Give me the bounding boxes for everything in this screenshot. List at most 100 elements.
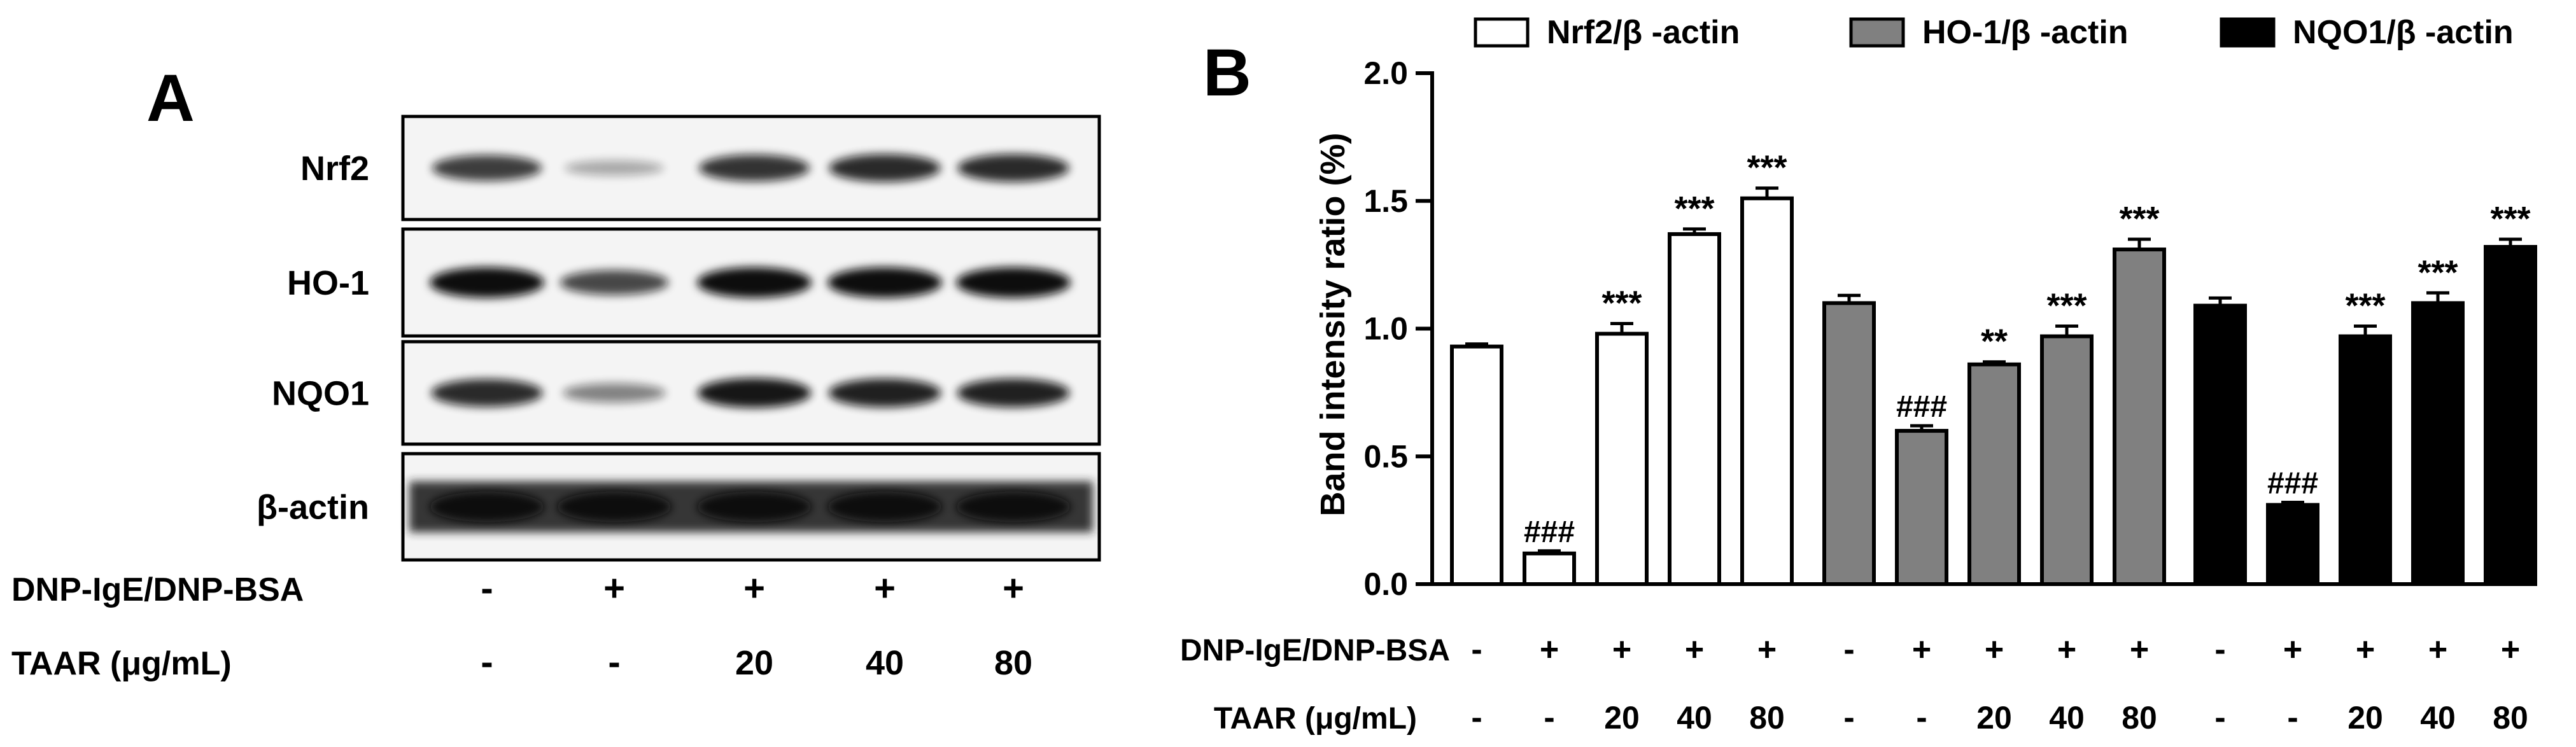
treatment-cell: - (1843, 699, 1854, 736)
significance-mark: ### (1896, 390, 1947, 424)
treatment-cell: + (1540, 631, 1559, 668)
blot-label: NQO1 (272, 375, 369, 413)
treatment-cell: - (2214, 631, 2225, 668)
significance-mark: *** (1747, 149, 1787, 187)
legend-swatch (2220, 17, 2276, 48)
significance-mark: ** (1981, 323, 2008, 361)
legend-item-ho-1-actin: HO-1/β -actin (1849, 14, 2129, 51)
treatment-cell: + (603, 568, 625, 609)
treatment-cell: - (1916, 699, 1927, 736)
significance-mark: ### (1524, 515, 1575, 549)
y-axis-label: Band intensity ratio (%) (1314, 132, 1352, 516)
significance-mark: *** (2046, 286, 2087, 325)
blot-band (827, 491, 942, 522)
significance-mark: *** (2119, 200, 2159, 238)
treatment-cell: + (1757, 631, 1777, 668)
treatment-cell: + (1985, 631, 2004, 668)
significance-mark: *** (2345, 286, 2385, 325)
treatment-row-label: TAAR (μg/mL) (1214, 702, 1417, 736)
treatment-cell: 80 (2122, 700, 2157, 736)
treatment-cell: - (2287, 699, 2298, 736)
blot-band (697, 378, 812, 408)
blot-band (565, 160, 664, 176)
treatment-cell: + (2501, 631, 2520, 668)
blot-label: Nrf2 (300, 150, 369, 188)
y-tick-label: 0.0 (1363, 566, 1408, 602)
bar (2266, 503, 2319, 586)
significance-mark: *** (2490, 200, 2530, 238)
treatment-cell: - (1471, 631, 1482, 668)
y-tick-label: 2.0 (1363, 55, 1408, 91)
y-tick-label: 0.5 (1363, 438, 1408, 474)
legend-item-nqo1-actin: NQO1/β -actin (2220, 14, 2514, 51)
bar (1895, 429, 1948, 586)
legend-item-nrf2-actin: Nrf2/β -actin (1474, 14, 1740, 51)
treatment-cell: - (481, 568, 493, 609)
blot-nqo1: NQO1 (272, 340, 1101, 446)
bar (2484, 245, 2537, 586)
bar (1967, 362, 2021, 587)
legend-swatch (1474, 17, 1530, 48)
bar (1523, 551, 1576, 587)
treatment-cell: - (481, 641, 493, 683)
blot-band (827, 267, 942, 298)
panel-a-label: A (146, 61, 195, 136)
treatment-cell: + (874, 568, 896, 609)
blot-band (829, 154, 941, 182)
blot-band (430, 267, 544, 298)
treatment-cell: - (1544, 699, 1554, 736)
bar (2113, 248, 2166, 587)
treatment-cell: 20 (1976, 700, 2012, 736)
treatment-cell: 80 (2493, 700, 2528, 736)
series-nqo1-actin: ### *** *** *** (2193, 200, 2537, 586)
significance-mark: *** (1601, 284, 1642, 322)
legend-label: HO-1/β -actin (1922, 14, 2129, 51)
series-ho-1-actin: ###******** (1822, 200, 2166, 587)
bar (1450, 344, 1503, 586)
blot-actin: β-actin (257, 452, 1101, 562)
y-tick-label: 1.0 (1363, 311, 1408, 347)
blot-band (697, 267, 812, 298)
treatment-cell: - (608, 641, 620, 683)
bar (2193, 304, 2247, 586)
treatment-cell: + (1685, 631, 1704, 668)
treatment-cell: + (2428, 631, 2447, 668)
blot-band (557, 491, 672, 522)
treatment-cell: 20 (2347, 700, 2383, 736)
bar (2411, 301, 2465, 586)
blot-band (957, 154, 1069, 182)
y-tick-label: 1.5 (1363, 183, 1408, 219)
legend-label: Nrf2/β -actin (1547, 14, 1740, 51)
treatment-cell: + (743, 568, 765, 609)
treatment-cell: + (2057, 631, 2076, 668)
series-nrf2-actin: ### *** *** *** (1450, 149, 1794, 587)
treatment-cell: + (2283, 631, 2302, 668)
bar-chart: 0.00.51.01.52.0###*********###********##… (1363, 55, 2537, 602)
blot-band (560, 270, 669, 295)
treatment-row-label: TAAR (μg/mL) (11, 645, 232, 682)
blot-band (828, 379, 941, 407)
chart-legend: Nrf2/β -actin HO-1/β -actin NQO1/β -actin (1474, 14, 2514, 51)
panel-b-label: B (1203, 36, 1251, 110)
significance-mark: *** (1674, 190, 1714, 228)
blot-label: β-actin (257, 489, 369, 527)
treatment-cell: + (2356, 631, 2375, 668)
blot-ho-1: HO-1 (287, 227, 1101, 338)
treatment-cell: - (1843, 631, 1854, 668)
bar (1822, 301, 1876, 586)
treatment-row-label: DNP-IgE/DNP-BSA (1180, 634, 1450, 667)
treatment-cell: 20 (735, 644, 773, 682)
bar (2040, 334, 2094, 586)
blot-band (956, 267, 1071, 298)
blot-band (956, 491, 1071, 522)
blot-band (699, 155, 810, 181)
bar (1668, 232, 1721, 586)
treatment-cell: + (1003, 568, 1024, 609)
panel-b-treatment-table: DNP-IgE/DNP-BSA - + + + + - + + + + - + + + +TAAR (μg/m… (1180, 631, 2528, 736)
treatment-cell: 80 (994, 644, 1032, 682)
treatment-cell: + (1912, 631, 1931, 668)
blot-band (697, 491, 812, 522)
treatment-cell: 40 (1677, 700, 1712, 736)
